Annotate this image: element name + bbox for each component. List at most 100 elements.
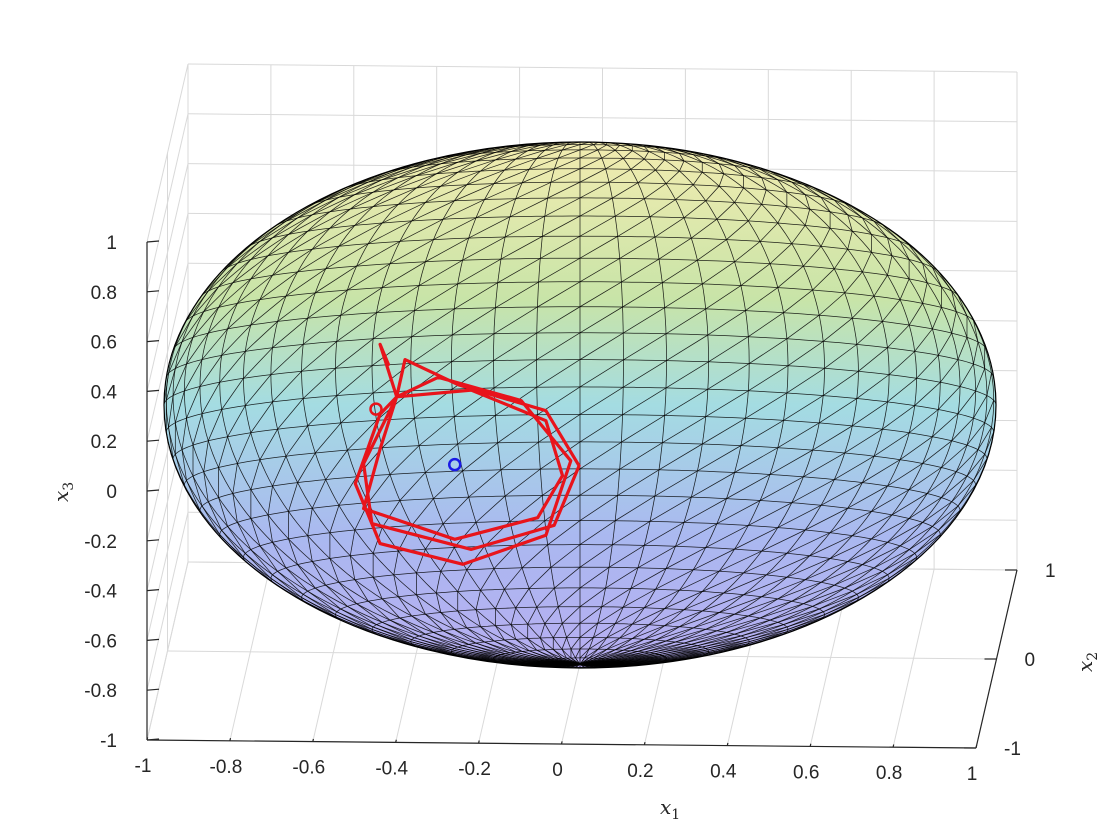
mesh-diagonal bbox=[697, 239, 727, 261]
mesh-diagonal bbox=[550, 544, 581, 568]
mesh-diagonal bbox=[675, 630, 717, 643]
mesh-diagonal bbox=[761, 177, 767, 191]
mesh-diagonal bbox=[425, 154, 467, 166]
x3-tick-mark bbox=[146, 738, 160, 741]
mesh-diagonal bbox=[608, 169, 632, 183]
mesh-diagonal bbox=[734, 241, 761, 263]
mesh-diagonal bbox=[227, 405, 246, 437]
mesh-diagonal bbox=[399, 218, 444, 242]
mesh-diagonal bbox=[414, 283, 458, 311]
mesh-diagonal bbox=[932, 267, 942, 287]
mesh-diagonal bbox=[743, 552, 788, 574]
mesh-diagonal bbox=[666, 334, 709, 361]
mesh-diagonal bbox=[544, 197, 581, 217]
x3-tick-mark bbox=[146, 589, 160, 592]
mesh-diagonal bbox=[509, 495, 543, 522]
mesh-diagonal bbox=[617, 216, 651, 237]
mesh-diagonal bbox=[466, 627, 485, 643]
mesh-diagonal bbox=[702, 261, 735, 285]
mesh-diagonal bbox=[372, 577, 383, 600]
mesh-diagonal bbox=[820, 197, 831, 213]
mesh-diagonal bbox=[664, 283, 703, 309]
mesh-diagonal bbox=[570, 637, 581, 650]
mesh-diagonal bbox=[664, 591, 703, 609]
mesh-diagonal bbox=[168, 427, 174, 459]
mesh-diagonal bbox=[664, 610, 703, 627]
mesh-diagonal bbox=[373, 631, 415, 646]
mesh-diagonal bbox=[734, 621, 778, 635]
mesh-diagonal bbox=[579, 657, 585, 665]
mesh-diagonal bbox=[381, 598, 401, 619]
mesh-diagonal bbox=[871, 518, 910, 540]
mesh-line bbox=[579, 147, 917, 665]
mesh-diagonal bbox=[462, 442, 498, 472]
mesh-diagonal bbox=[707, 363, 750, 390]
mesh-diagonal bbox=[887, 237, 893, 256]
mesh-diagonal bbox=[748, 312, 784, 337]
mesh-diagonal bbox=[227, 526, 246, 554]
mesh-diagonal bbox=[655, 627, 694, 641]
mesh-diagonal bbox=[856, 374, 890, 399]
mesh-diagonal bbox=[679, 160, 685, 172]
mesh-diagonal bbox=[693, 548, 735, 571]
mesh-diagonal bbox=[466, 169, 505, 186]
mesh-diagonal bbox=[493, 640, 516, 653]
mesh-diagonal bbox=[174, 315, 194, 347]
mesh-diagonal bbox=[373, 626, 411, 643]
left-grid-x3 bbox=[146, 213, 189, 392]
mesh-diagonal bbox=[975, 368, 986, 392]
mesh-line bbox=[579, 142, 750, 665]
x3-tick-mark bbox=[146, 340, 160, 343]
svg-text:x2: x2 bbox=[1073, 652, 1101, 672]
mesh-diagonal bbox=[307, 395, 338, 427]
mesh-line bbox=[579, 167, 976, 665]
mesh-diagonal bbox=[623, 639, 656, 651]
mesh-diagonal bbox=[922, 440, 952, 464]
mesh-diagonal bbox=[425, 613, 444, 632]
x2-tick-label: 0 bbox=[1025, 650, 1036, 671]
mesh-diagonal bbox=[862, 545, 901, 565]
mesh-diagonal bbox=[484, 182, 523, 200]
mesh-diagonal bbox=[692, 154, 703, 163]
mesh-diagonal bbox=[515, 651, 545, 661]
mesh-diagonal bbox=[527, 638, 538, 651]
mesh-diagonal bbox=[442, 496, 469, 524]
mesh-diagonal bbox=[579, 197, 613, 217]
mesh-diagonal bbox=[356, 241, 401, 267]
trajectory-curve bbox=[353, 342, 581, 566]
x1-axis-label: x1 bbox=[660, 795, 680, 823]
mesh-diagonal bbox=[536, 306, 581, 334]
mesh-diagonal bbox=[376, 624, 412, 641]
mesh-diagonal bbox=[973, 458, 988, 481]
mesh-diagonal bbox=[285, 567, 308, 592]
mesh-diagonal bbox=[493, 657, 537, 664]
mesh-diagonal bbox=[856, 321, 883, 345]
mesh-diagonal bbox=[614, 607, 645, 624]
mesh-diagonal bbox=[350, 189, 394, 210]
mesh-diagonal bbox=[495, 145, 528, 153]
mesh-diagonal bbox=[679, 153, 685, 162]
mesh-diagonal bbox=[336, 365, 373, 396]
mesh-diagonal bbox=[787, 341, 824, 367]
mesh-diagonal bbox=[957, 484, 976, 507]
mesh-diagonal bbox=[398, 163, 441, 178]
mesh-diagonal bbox=[621, 656, 665, 662]
mesh-diagonal bbox=[250, 220, 287, 246]
mesh-diagonal bbox=[614, 198, 645, 217]
mesh-diagonal bbox=[442, 199, 485, 220]
mesh-diagonal bbox=[336, 312, 377, 342]
mesh-diagonal bbox=[579, 637, 594, 650]
mesh-diagonal bbox=[288, 211, 331, 235]
mesh-diagonal bbox=[433, 217, 477, 240]
mesh-diagonal bbox=[561, 648, 567, 659]
mesh-diagonal bbox=[442, 630, 469, 645]
mesh-diagonal bbox=[558, 587, 581, 608]
mesh-diagonal bbox=[354, 177, 399, 195]
axes-box bbox=[146, 240, 1018, 749]
mesh-diagonal bbox=[425, 237, 469, 263]
mesh-diagonal bbox=[174, 337, 194, 369]
mesh-diagonal bbox=[497, 655, 538, 663]
mesh-diagonal bbox=[311, 561, 327, 586]
mesh-line bbox=[165, 248, 581, 665]
mesh-diagonal bbox=[493, 306, 538, 335]
